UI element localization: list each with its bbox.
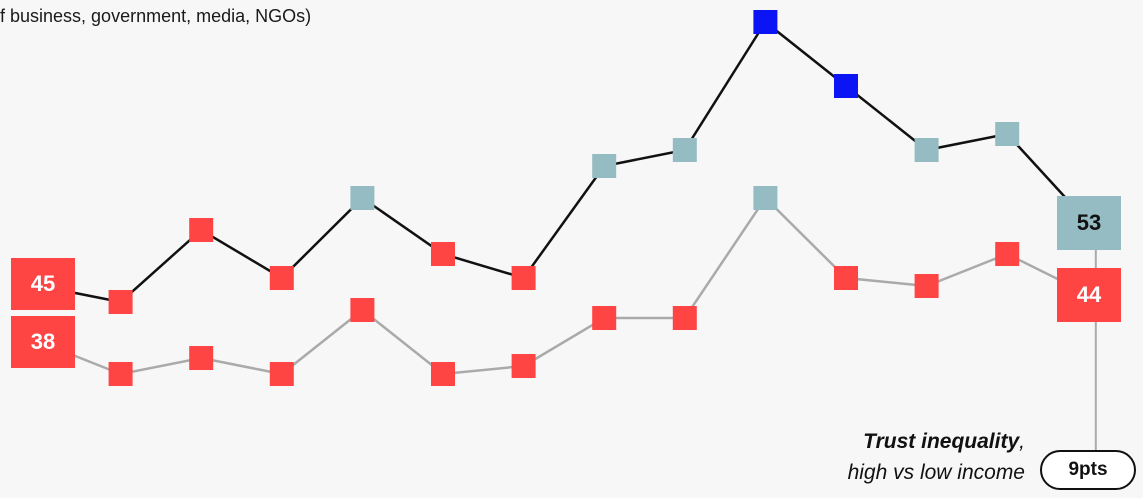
low-income-point-10 <box>834 266 858 290</box>
low-income-point-7 <box>592 306 617 330</box>
gap-badge: 9pts <box>1040 450 1136 490</box>
high-income-end-label: 53 <box>1076 210 1102 235</box>
low-income-line <box>39 196 1089 376</box>
high-income-point-8 <box>672 138 697 162</box>
low-income-point-3 <box>269 362 294 386</box>
high-income-end-box <box>1057 196 1121 250</box>
low-income-point-6 <box>511 354 536 378</box>
high-income-point-7 <box>592 154 617 178</box>
low-income-start-box <box>11 316 75 368</box>
low-income-point-2 <box>189 346 214 370</box>
chart-subtitle: f business, government, media, NGOs) <box>0 6 312 26</box>
low-income-end-label: 44 <box>1076 282 1102 307</box>
high-income-point-12 <box>995 122 1020 146</box>
low-income-point-9 <box>753 186 778 210</box>
high-income-start-label: 45 <box>30 271 56 296</box>
high-income-start-box <box>11 258 75 310</box>
low-income-end-box <box>1057 268 1121 322</box>
low-income-point-12 <box>995 242 1020 266</box>
note-title: Trust inequality <box>863 430 1020 453</box>
high-income-point-9 <box>753 10 778 34</box>
high-income-line <box>39 20 1089 304</box>
note-comma: , <box>1019 430 1025 453</box>
high-income-point-2 <box>189 218 214 242</box>
low-income-point-8 <box>672 306 697 330</box>
low-income-point-1 <box>108 362 133 386</box>
high-income-point-1 <box>108 290 133 314</box>
high-income-point-5 <box>431 242 455 266</box>
high-income-point-6 <box>511 266 536 290</box>
high-income-point-4 <box>350 186 375 210</box>
low-income-point-4 <box>350 298 375 322</box>
high-income-point-11 <box>914 138 939 162</box>
trust-inequality-note: Trust inequality, high vs low income <box>848 426 1025 488</box>
note-subtitle: high vs low income <box>847 461 1025 484</box>
high-income-point-10 <box>834 74 858 98</box>
low-income-start-label: 38 <box>30 329 56 354</box>
low-income-point-11 <box>914 274 939 298</box>
high-income-point-3 <box>269 266 294 290</box>
low-income-point-5 <box>431 362 455 386</box>
